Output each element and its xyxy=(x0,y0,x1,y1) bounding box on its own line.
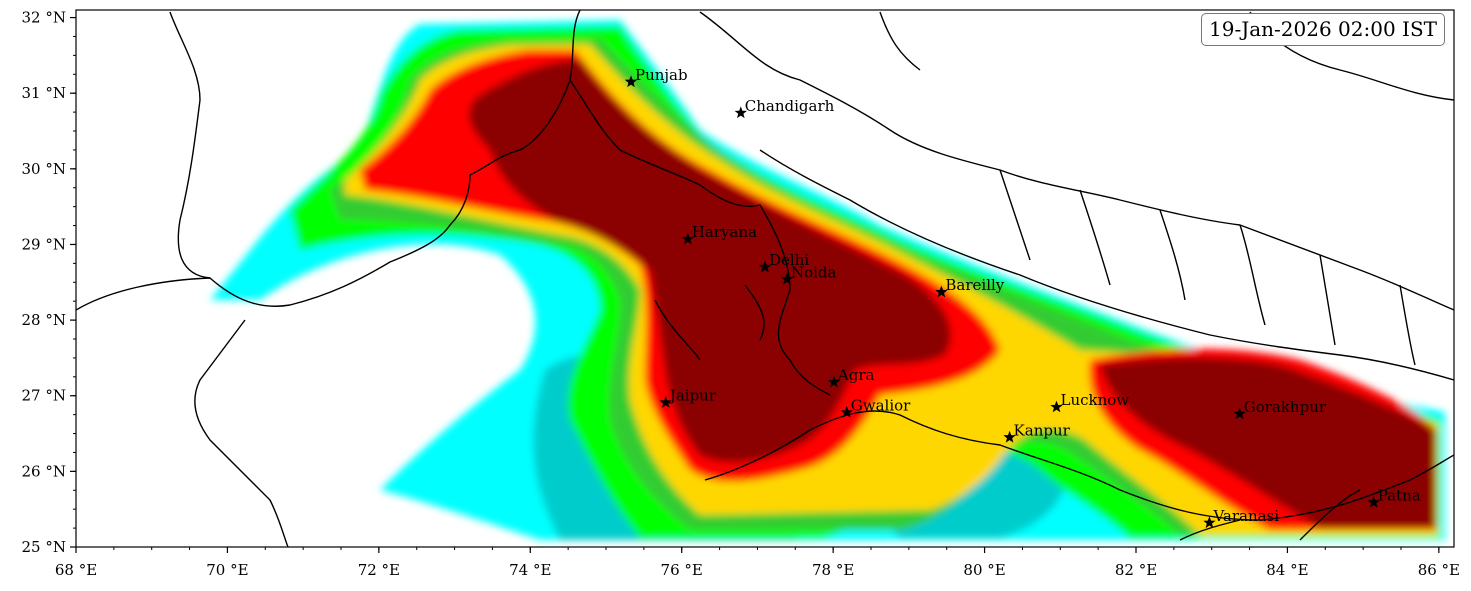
city-label-delhi: Delhi xyxy=(769,251,809,269)
city-label-gorakhpur: Gorakhpur xyxy=(1244,398,1327,416)
x-tick-label: 80 °E xyxy=(963,561,1005,579)
pakistan-border xyxy=(76,10,581,311)
x-tick-label: 70 °E xyxy=(206,561,248,579)
y-tick-label: 29 °N xyxy=(22,235,66,253)
x-tick-label: 86 °E xyxy=(1418,561,1460,579)
city-label-jaipur: Jaipur xyxy=(668,387,717,405)
city-marker-gorakhpur xyxy=(1233,407,1246,420)
city-marker-bareilly xyxy=(935,285,948,298)
city-marker-kanpur xyxy=(1003,430,1016,443)
nepal-internal-borders xyxy=(879,11,1416,366)
city-marker-noida xyxy=(780,272,794,285)
y-tick-label: 28 °N xyxy=(22,311,66,329)
city-marker-agra xyxy=(827,375,841,388)
city-marker-chandigarh xyxy=(734,106,747,119)
city-marker-patna xyxy=(1367,495,1380,508)
city-label-varanasi: Varanasi xyxy=(1212,507,1279,525)
y-tick-label: 25 °N xyxy=(22,538,66,556)
city-label-noida: Noida xyxy=(791,263,837,281)
y-axis: 25 °N 26 °N 27 °N 28 °N 29 °N 30 °N 31 °N 32 °N xyxy=(22,9,76,556)
city-label-patna: Patna xyxy=(1378,486,1421,504)
y-tick-label: 26 °N xyxy=(22,462,66,480)
x-tick-label: 72 °E xyxy=(358,561,400,579)
y-tick-label: 30 °N xyxy=(22,160,66,178)
city-label-bareilly: Bareilly xyxy=(945,276,1004,294)
city-marker-jaipur xyxy=(659,396,672,408)
jharkhand-border xyxy=(1179,489,1361,541)
rajasthan-gujarat-border xyxy=(169,11,289,547)
city-label-chandigarh: Chandigarh xyxy=(745,97,835,115)
x-tick-label: 76 °E xyxy=(661,561,703,579)
city-marker-gwalior xyxy=(840,405,853,418)
y-tick-label: 31 °N xyxy=(22,84,66,102)
border-lines xyxy=(76,10,1454,547)
fog-field xyxy=(210,20,1445,540)
x-tick-label: 84 °E xyxy=(1266,561,1308,579)
up-mp-border xyxy=(654,284,1454,521)
city-marker-delhi xyxy=(758,260,772,273)
x-tick-label: 78 °E xyxy=(812,561,854,579)
x-axis: 68 °E 70 °E 72 °E 74 °E 76 °E 78 °E 80 °E 82 °E… xyxy=(55,547,1460,579)
city-marker-lucknow xyxy=(1050,400,1063,413)
city-label-punjab: Punjab xyxy=(635,66,688,84)
city-label-gwalior: Gwalior xyxy=(851,396,911,414)
city-marker-varanasi xyxy=(1203,516,1216,529)
timestamp-label: 19-Jan-2026 02:00 IST xyxy=(1201,13,1445,46)
x-tick-label: 68 °E xyxy=(55,561,97,579)
x-tick-label: 82 °E xyxy=(1115,561,1157,579)
plot-frame xyxy=(75,9,1455,548)
nepal-border xyxy=(759,149,1454,381)
himalaya-border xyxy=(699,11,1454,311)
punjab-haryana-border xyxy=(569,79,831,396)
city-label-lucknow: Lucknow xyxy=(1061,391,1130,409)
city-label-haryana: Haryana xyxy=(692,223,757,241)
city-label-agra: Agra xyxy=(837,366,875,384)
city-label-kanpur: Kanpur xyxy=(1014,421,1071,439)
fog-level-7 xyxy=(469,60,1437,528)
city-marker-punjab xyxy=(624,75,638,88)
city-marker-haryana xyxy=(681,232,694,245)
y-tick-label: 32 °N xyxy=(22,9,66,27)
y-tick-label: 27 °N xyxy=(22,387,66,405)
x-tick-label: 74 °E xyxy=(509,561,551,579)
